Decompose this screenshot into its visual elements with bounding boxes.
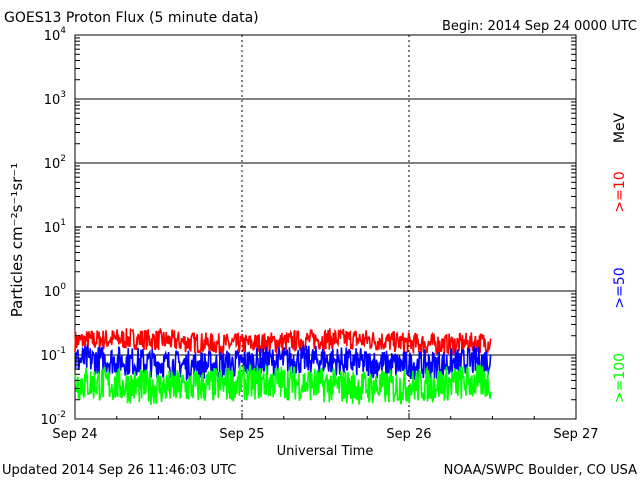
series-line-10mev bbox=[74, 327, 492, 356]
legend-item-50mev: >=50 bbox=[612, 267, 628, 308]
x-axis-label: Universal Time bbox=[277, 444, 374, 459]
y-tick-label: 100 bbox=[44, 282, 67, 300]
series-layer bbox=[74, 327, 492, 406]
y-tick-label: 102 bbox=[44, 154, 66, 172]
y-tick-label: 101 bbox=[44, 218, 66, 236]
series-line-100mev bbox=[74, 364, 492, 406]
y-tick-label: 10-2 bbox=[40, 410, 66, 428]
y-tick-label: 104 bbox=[44, 26, 67, 44]
series-line-50mev bbox=[74, 343, 492, 382]
y-tick-label: 10-1 bbox=[40, 346, 66, 364]
y-axis-ticks: 10-2 10-1 100 101 102 103 104 bbox=[40, 26, 576, 428]
x-tick-label: Sep 26 bbox=[386, 427, 431, 442]
x-axis-ticks: Sep 24 Sep 25 Sep 26 Sep 27 bbox=[52, 413, 599, 442]
source-label: NOAA/SWPC Boulder, CO USA bbox=[444, 463, 637, 478]
chart-title: GOES13 Proton Flux (5 minute data) bbox=[4, 10, 259, 26]
y-axis-label: Particles cm⁻²s⁻¹sr⁻¹ bbox=[8, 163, 26, 317]
y-tick-label: 103 bbox=[44, 90, 66, 108]
x-tick-label: Sep 27 bbox=[553, 427, 598, 442]
legend-unit: MeV bbox=[612, 112, 628, 143]
legend-item-10mev: >=10 bbox=[612, 171, 628, 212]
x-tick-label: Sep 25 bbox=[219, 427, 264, 442]
begin-label: Begin: 2014 Sep 24 0000 UTC bbox=[442, 19, 637, 34]
updated-label: Updated 2014 Sep 26 11:46:03 UTC bbox=[2, 463, 236, 478]
legend: MeV >=10 >=50 >=100 bbox=[612, 112, 628, 403]
legend-item-100mev: >=100 bbox=[612, 353, 628, 403]
x-tick-label: Sep 24 bbox=[52, 427, 97, 442]
